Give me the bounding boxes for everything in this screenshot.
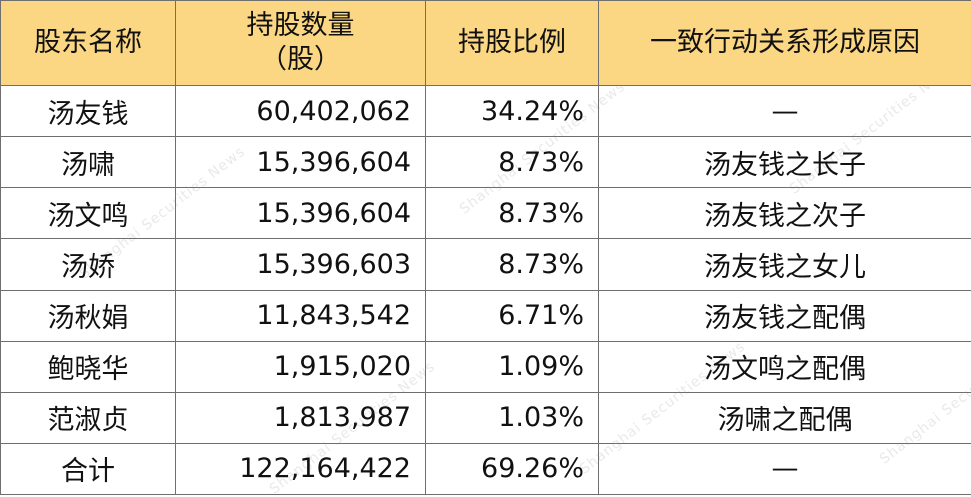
cell-reason: — <box>599 443 971 494</box>
cell-ratio: 8.73% <box>426 188 599 239</box>
cell-shares: 15,396,604 <box>176 188 426 239</box>
cell-name: 汤文鸣 <box>1 188 176 239</box>
cell-ratio: 1.09% <box>426 341 599 392</box>
cell-shares: 11,843,542 <box>176 290 426 341</box>
header-ratio: 持股比例 <box>426 1 599 86</box>
cell-shares: 60,402,062 <box>176 86 426 137</box>
table-row: 范淑贞 1,813,987 1.03% 汤啸之配偶 <box>1 392 971 443</box>
header-reason: 一致行动关系形成原因 <box>599 1 971 86</box>
cell-name: 汤秋娟 <box>1 290 176 341</box>
header-shares: 持股数量 （股） <box>176 1 426 86</box>
header-shareholder-name: 股东名称 <box>1 1 176 86</box>
header-row: 股东名称 持股数量 （股） 持股比例 一致行动关系形成原因 <box>1 1 971 86</box>
cell-shares: 15,396,604 <box>176 137 426 188</box>
cell-shares: 122,164,422 <box>176 443 426 494</box>
table-header: 股东名称 持股数量 （股） 持股比例 一致行动关系形成原因 <box>1 1 971 86</box>
cell-ratio: 1.03% <box>426 392 599 443</box>
table-row: 汤秋娟 11,843,542 6.71% 汤友钱之配偶 <box>1 290 971 341</box>
cell-reason: 汤友钱之女儿 <box>599 239 971 290</box>
cell-ratio: 8.73% <box>426 239 599 290</box>
table-row: 汤友钱 60,402,062 34.24% — <box>1 86 971 137</box>
cell-reason: 汤友钱之长子 <box>599 137 971 188</box>
cell-ratio: 34.24% <box>426 86 599 137</box>
cell-name: 鲍晓华 <box>1 341 176 392</box>
cell-ratio: 6.71% <box>426 290 599 341</box>
header-shares-unit: （股） <box>190 43 411 77</box>
cell-name: 汤啸 <box>1 137 176 188</box>
cell-name: 合计 <box>1 443 176 494</box>
cell-reason: — <box>599 86 971 137</box>
cell-ratio: 8.73% <box>426 137 599 188</box>
cell-reason: 汤友钱之次子 <box>599 188 971 239</box>
header-shares-label: 持股数量 <box>190 9 411 43</box>
cell-shares: 15,396,603 <box>176 239 426 290</box>
cell-ratio: 69.26% <box>426 443 599 494</box>
table-row: 汤文鸣 15,396,604 8.73% 汤友钱之次子 <box>1 188 971 239</box>
table-row: 鲍晓华 1,915,020 1.09% 汤文鸣之配偶 <box>1 341 971 392</box>
cell-name: 汤娇 <box>1 239 176 290</box>
cell-reason: 汤啸之配偶 <box>599 392 971 443</box>
table-body: 汤友钱 60,402,062 34.24% — 汤啸 15,396,604 8.… <box>1 86 971 495</box>
table-row: 汤啸 15,396,604 8.73% 汤友钱之长子 <box>1 137 971 188</box>
cell-reason: 汤友钱之配偶 <box>599 290 971 341</box>
table-row: 汤娇 15,396,603 8.73% 汤友钱之女儿 <box>1 239 971 290</box>
cell-shares: 1,915,020 <box>176 341 426 392</box>
total-row: 合计 122,164,422 69.26% — <box>1 443 971 494</box>
cell-name: 汤友钱 <box>1 86 176 137</box>
cell-reason: 汤文鸣之配偶 <box>599 341 971 392</box>
cell-name: 范淑贞 <box>1 392 176 443</box>
cell-shares: 1,813,987 <box>176 392 426 443</box>
